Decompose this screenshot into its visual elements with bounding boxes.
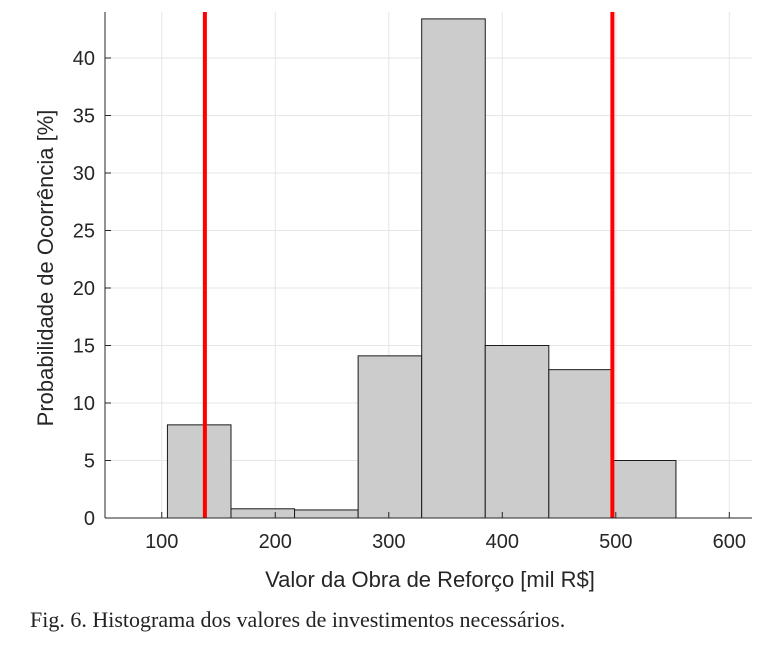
reference-lines — [202, 12, 615, 518]
histogram-chart: 100 200 300 400 500 600 0 5 10 15 20 25 30 35 40 Valo… — [33, 12, 752, 592]
x-tick-label: 300 — [372, 531, 405, 553]
y-tick-label: 15 — [73, 336, 95, 358]
y-tick-label: 30 — [73, 163, 95, 185]
histogram-bar-2 — [230, 508, 296, 519]
histogram-bar-1 — [166, 424, 232, 519]
x-axis-title: Valor da Obra de Reforço [mil R$] — [265, 567, 595, 592]
y-tick-label: 10 — [73, 393, 95, 415]
histogram-bar-3 — [294, 509, 359, 519]
y-tick-label: 40 — [73, 48, 95, 70]
histogram-bar-5 — [421, 18, 486, 519]
histogram-bar-8 — [611, 460, 677, 519]
x-tick-label: 600 — [713, 531, 746, 553]
y-tick-label: 0 — [84, 508, 95, 530]
y-tick-label: 5 — [84, 451, 95, 473]
x-tick-label: 100 — [145, 531, 178, 553]
histogram-bars — [166, 18, 677, 519]
x-tick-label: 500 — [599, 531, 632, 553]
y-tick-label: 20 — [73, 278, 95, 300]
x-tick-label: 200 — [259, 531, 292, 553]
x-tick-labels: 100 200 300 400 500 600 — [145, 531, 746, 553]
histogram-bar-4 — [357, 355, 423, 519]
y-axis-title: Probabilidade de Ocorrência [%] — [33, 110, 58, 427]
y-tick-labels: 0 5 10 15 20 25 30 35 40 — [73, 48, 95, 530]
y-tick-label: 25 — [73, 221, 95, 243]
histogram-bar-7 — [548, 369, 613, 519]
histogram-bar-6 — [484, 345, 550, 519]
x-tick-label: 400 — [486, 531, 519, 553]
y-tick-label: 35 — [73, 106, 95, 128]
figure-caption: Fig. 6. Histograma dos valores de invest… — [30, 607, 566, 632]
axes — [104, 12, 752, 519]
